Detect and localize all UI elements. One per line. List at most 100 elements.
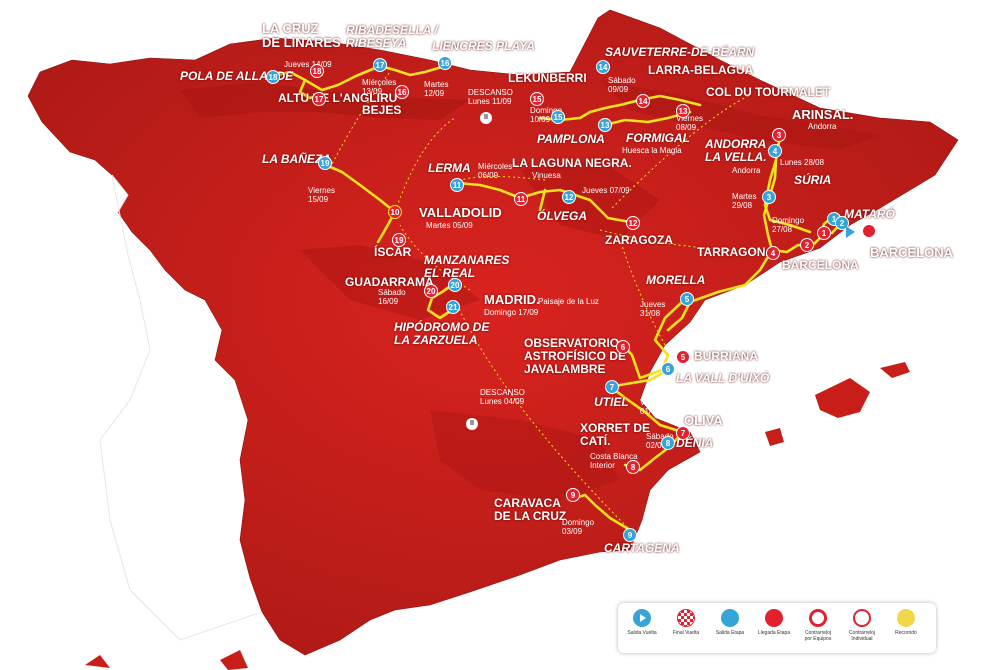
mountain-relief [430, 410, 620, 500]
place-xorret-sub: Costa Blanca Interior [590, 452, 638, 470]
race-start-play-icon [846, 226, 855, 238]
place-ribadesella: RIBADESELLA / RIBESEYA [346, 23, 438, 50]
checkered-flag-icon [677, 609, 695, 627]
place-andorra-la-vella-sub: Andorra [732, 166, 761, 175]
stage-10-individual-time-trial: 10 [388, 205, 402, 219]
start-stage-icon [721, 609, 739, 627]
date-stage-7: Viernes 01/09 [640, 398, 667, 416]
stage-1-team-time-trial: 1 [817, 226, 831, 240]
stage-11-start: 11 [450, 178, 464, 192]
route-icon [897, 609, 915, 627]
place-arinsal: ARINSAL. [792, 107, 854, 122]
stage-18-finish: 18 [310, 64, 324, 78]
individual-time-trial-icon [853, 609, 871, 627]
spain-landmass [27, 9, 959, 656]
date-stage-9: Domingo 03/09 [562, 518, 595, 536]
stage-17-finish: 17 [312, 92, 326, 106]
mountain-relief [300, 245, 480, 320]
stage-9-start: 9 [623, 528, 637, 542]
date-stage-1: Sábado 26/08 [934, 260, 984, 269]
legend-item-team-time-trial: Contrarreloj por Equipos [798, 609, 838, 642]
stage-11-finish: 11 [514, 192, 528, 206]
place-madrid-sub: Paisaje de la Luz [538, 297, 599, 306]
place-la-baneza: LA BAÑEZA [262, 152, 331, 166]
rest-day-2-label: DESCANSO Lunes 11/09 [468, 88, 513, 106]
date-stage-16: Martes 12/09 [424, 80, 449, 98]
stage-6-finish: 6 [616, 340, 630, 354]
stage-8-start: 8 [661, 436, 675, 450]
date-stage-8: Sábado 02/09 [646, 432, 674, 450]
stage-20-finish: 20 [424, 284, 438, 298]
date-stage-19: Viernes 15/09 [308, 186, 335, 204]
place-zaragoza: ZARAGOZA [605, 233, 673, 247]
team-time-trial-icon [809, 609, 827, 627]
place-tarragona: TARRAGONA [697, 245, 775, 259]
menorca [880, 362, 910, 378]
place-olvega: ÓLVEGA [537, 209, 588, 223]
stage-2-finish: 2 [800, 238, 814, 252]
place-xorret-de-cati: XORRET DE CATÍ. [580, 421, 651, 448]
place-barcelona-finish: BARCELONA [870, 245, 954, 260]
date-stage-11: Miércoles 06/09 [478, 162, 513, 180]
map-legend: Salida Vuelta Final Vuelta Salida Etapa … [618, 603, 936, 653]
date-stage-17: Miércoles 13/09 [362, 78, 397, 96]
stage-5-finish: 5 [676, 350, 690, 364]
ibiza [765, 428, 784, 446]
canary-islands [85, 655, 110, 668]
place-madrid: MADRID. [484, 292, 540, 307]
date-stage-18: Jueves 14/09 [284, 60, 332, 69]
portugal-border [99, 174, 263, 641]
stage-21-start: 21 [446, 300, 460, 314]
rest-day-2-icon: II [480, 112, 492, 124]
date-stage-2: Domingo 27/08 [772, 216, 805, 234]
rest-day-1-icon: II [466, 418, 478, 430]
date-stage-5: Miércoles 30/08 [706, 306, 741, 324]
place-pola-de-allande: POLA DE ALLANDE [180, 69, 294, 83]
stage-18-start: 18 [266, 70, 280, 84]
date-stage-12: Jueves 07/09 [582, 186, 630, 195]
place-la-laguna-negra: LA LAGUNA NEGRA. [512, 156, 632, 170]
stage-16-start: 16 [438, 56, 452, 70]
mallorca [815, 378, 870, 418]
place-bejes: BEJES [362, 103, 402, 117]
stage-4-finish: 4 [766, 246, 780, 260]
date-stage-13: Viernes 08/09 [676, 114, 703, 132]
place-valladolid: VALLADOLID [419, 205, 502, 220]
place-formigal-sub: Huesca la Magia [622, 146, 682, 155]
stage-6-start: 6 [661, 362, 675, 376]
place-caravaca-de-la-cruz: CARAVACA DE LA CRUZ [494, 496, 567, 523]
stage-3-start: 3 [762, 190, 776, 204]
play-icon [633, 609, 651, 627]
stage-4-start: 4 [768, 144, 782, 158]
place-mataro: MATARÓ [844, 207, 895, 221]
legend-item-route: Recorrido [886, 609, 926, 636]
date-stage-14: Sábado 09/09 [608, 76, 636, 94]
place-morella: MORELLA [646, 273, 706, 287]
date-stage-6: Jueves 31/08 [640, 300, 666, 318]
place-burriana: BURRIANA [694, 349, 758, 363]
place-col-du-tourmalet: COL DU TOURMALET [706, 85, 831, 99]
stage-3-finish: 3 [772, 128, 786, 142]
place-la-vall-duixo: LA VALL D'UIXÓ [676, 371, 770, 385]
stage-17-start: 17 [373, 58, 387, 72]
stage-1-team-time-trial-icon [861, 223, 877, 239]
place-arinsal-sub: Andorra [808, 122, 837, 131]
stage-19-finish: 19 [392, 233, 406, 247]
stage-2-start: 2 [835, 216, 849, 230]
stage-12-start: 12 [562, 190, 576, 204]
place-suria: SÚRIA [794, 173, 832, 187]
stage-19-start: 19 [318, 156, 332, 170]
stage-16-finish: 16 [395, 85, 409, 99]
legend-item-stage-start: Salida Etapa [710, 609, 750, 636]
place-larra-belagua: LARRA-BELAGUA [648, 63, 754, 77]
place-sauveterre: SAUVETERRE-DE-BÉARN [605, 45, 755, 59]
place-laguna-sub: Vinuesa [532, 171, 561, 180]
place-observatorio-javalambre: OBSERVATORIO ASTROFÍSICO DE JAVALAMBRE [524, 336, 627, 376]
date-stage-3: Lunes 28/08 [780, 158, 825, 167]
finish-stage-icon [765, 609, 783, 627]
date-stage-20: Sábado 16/09 [378, 288, 406, 306]
place-liencres-playa: LIENCRES PLAYA [432, 39, 535, 53]
place-la-cruz-de-linares: LA CRUZ DE LINARES [262, 21, 341, 50]
place-lekunberri: LEKUNBERRI [508, 71, 587, 85]
place-barcelona: BARCELONA [782, 258, 859, 272]
